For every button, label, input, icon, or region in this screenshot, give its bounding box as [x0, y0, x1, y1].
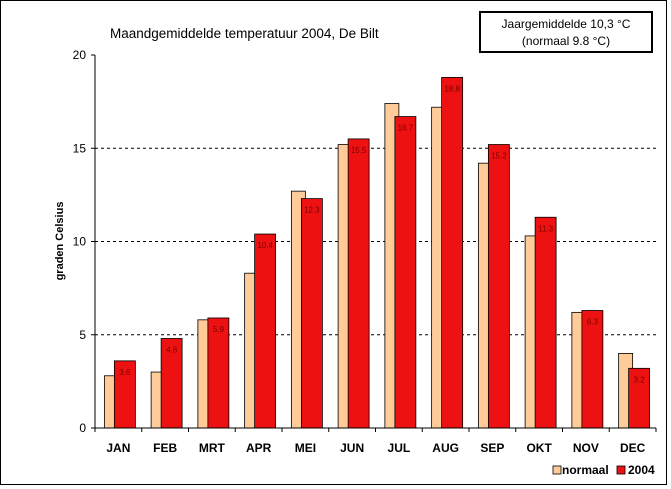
- x-tick-label: APR: [246, 441, 272, 455]
- legend-label-normaal: normaal: [562, 463, 609, 477]
- y-tick-label: 15: [73, 141, 87, 155]
- data-label-2004: 3.2: [634, 375, 646, 384]
- annotation-box-border: [479, 11, 653, 53]
- x-tick-label: FEB: [153, 441, 177, 455]
- axes: [94, 55, 656, 429]
- x-tick-label: NOV: [573, 441, 599, 455]
- data-label-2004: 12.3: [304, 206, 320, 215]
- data-label-2004: 3.6: [119, 368, 131, 377]
- legend-swatch-2004: [616, 465, 626, 475]
- data-label-2004: 5.9: [213, 325, 225, 334]
- x-tick-label: SEP: [480, 441, 504, 455]
- x-axis-ticks: JAN FEB MRT APR MEI JUN JUL AUG SEP OKT NOV DEC: [94, 428, 657, 455]
- data-label-2004: 6.3: [587, 318, 599, 327]
- bar-2004: [394, 116, 417, 429]
- bar-2004: [254, 233, 277, 429]
- x-tick-label: OKT: [526, 441, 552, 455]
- x-tick-label: AUG: [432, 441, 459, 455]
- data-label-2004: 15.5: [351, 146, 367, 155]
- data-labels: 3.6 4.8 5.9 10.4 12.3 15.5 16.7 18.8 15.2 11.3 6.3…: [119, 84, 645, 384]
- chart-title: Maandgemiddelde temperatuur 2004, De Bil…: [110, 26, 379, 41]
- data-label-2004: 15.2: [491, 152, 507, 161]
- data-label-2004: 10.4: [257, 241, 273, 250]
- annotation-line-2: (normaal 9.8 °C): [522, 34, 610, 48]
- bars: [103, 76, 651, 429]
- legend: normaal 2004: [552, 463, 655, 477]
- bar-2004: [300, 198, 323, 429]
- y-tick-label: 20: [73, 48, 87, 62]
- annotation-line-1: Jaargemiddelde 10,3 °C: [502, 17, 631, 31]
- bar-2004: [534, 216, 557, 429]
- data-label-2004: 18.8: [444, 84, 460, 93]
- gridlines: [95, 147, 656, 336]
- bar-2004: [487, 144, 510, 429]
- x-tick-label: JUN: [340, 441, 364, 455]
- data-label-2004: 16.7: [398, 124, 414, 133]
- legend-label-2004: 2004: [628, 463, 655, 477]
- annotation-box: Jaargemiddelde 10,3 °C (normaal 9.8 °C): [479, 11, 653, 53]
- y-axis-ticks: 0 5 10 15 20: [73, 48, 95, 435]
- data-label-2004: 11.3: [538, 224, 554, 233]
- x-tick-label: JAN: [106, 441, 130, 455]
- bar-2004: [347, 138, 370, 429]
- bar-2004: [581, 310, 604, 429]
- x-tick-label: MRT: [199, 441, 226, 455]
- x-tick-label: MEI: [295, 441, 316, 455]
- bar-2004: [441, 76, 464, 429]
- y-tick-label: 0: [79, 421, 86, 435]
- y-tick-label: 5: [79, 328, 86, 342]
- x-tick-label: JUL: [388, 441, 411, 455]
- data-label-2004: 4.8: [166, 345, 178, 354]
- x-tick-label: DEC: [620, 441, 646, 455]
- legend-swatch-normaal: [552, 465, 562, 475]
- y-axis-label: graden Celsius: [54, 202, 66, 281]
- y-tick-label: 10: [73, 235, 87, 249]
- bar-2004: [207, 317, 230, 429]
